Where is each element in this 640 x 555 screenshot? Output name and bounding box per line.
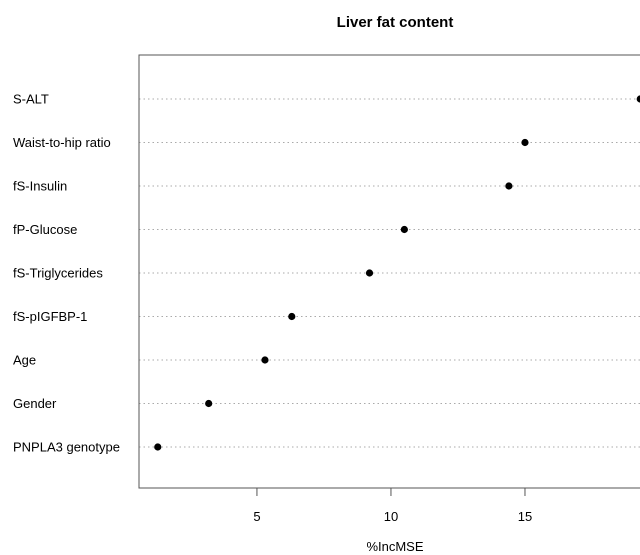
data-point [205, 399, 213, 408]
category-label: fS-pIGFBP-1 [13, 309, 87, 324]
x-axis-label: %IncMSE [366, 539, 423, 554]
x-tick-label: 15 [518, 509, 532, 524]
plot-frame [138, 54, 640, 489]
x-tick-label: 10 [384, 509, 398, 524]
x-axis-ticks: 5 10 15 [253, 488, 532, 524]
category-labels: S-ALT Waist-to-hip ratio fS-Insulin fP-Gluc… [13, 92, 120, 455]
chart-title: Liver fat content [337, 14, 454, 31]
category-label: fS-Triglycerides [13, 266, 103, 281]
data-point [154, 443, 162, 451]
data-point [261, 356, 269, 364]
data-point [521, 138, 529, 147]
data-point [365, 269, 374, 277]
category-label: fP-Glucose [13, 222, 77, 237]
category-label: Waist-to-hip ratio [13, 135, 111, 150]
category-label: fS-Insulin [13, 179, 67, 194]
data-point [636, 95, 640, 103]
data-point [288, 312, 296, 321]
category-label: Age [13, 353, 36, 368]
data-point [400, 225, 408, 234]
data-point [505, 182, 513, 190]
category-label: Gender [13, 396, 57, 411]
guide-lines [139, 98, 640, 448]
data-points [154, 95, 640, 451]
x-tick-label: 5 [253, 509, 260, 524]
category-label: PNPLA3 genotype [13, 440, 120, 455]
category-label: S-ALT [13, 92, 49, 107]
